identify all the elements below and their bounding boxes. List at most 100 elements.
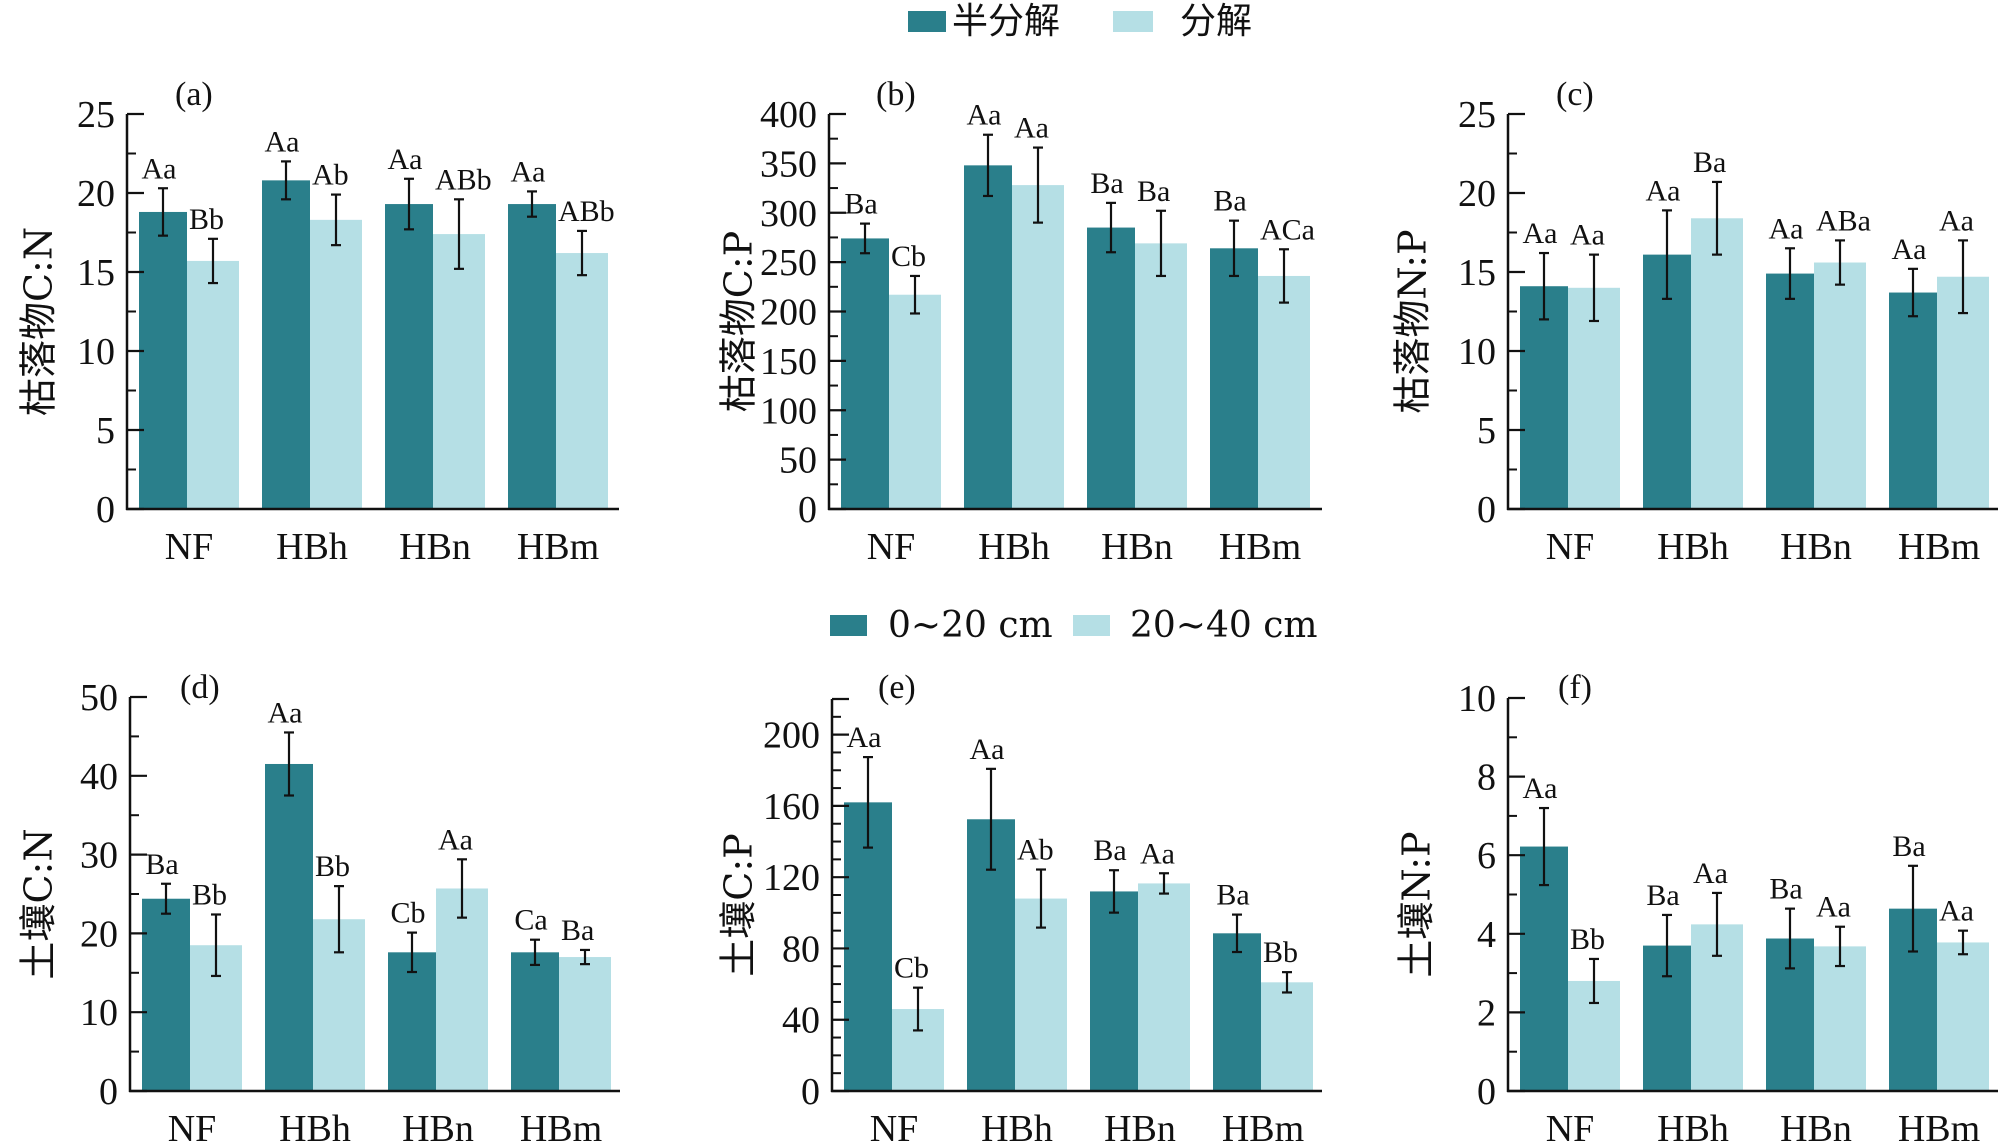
bar-分解-HBh (310, 219, 362, 510)
significance-label: Ab (1017, 834, 1054, 867)
y-tick-label: 5 (96, 410, 115, 452)
significance-label: Ba (145, 848, 178, 881)
bar-半分解-NF (841, 238, 889, 510)
legend-swatch-semi-decomposed (908, 11, 946, 32)
panel-label: (e) (878, 669, 916, 706)
y-tick-label: 20 (80, 913, 118, 955)
y-tick-label: 200 (760, 292, 817, 334)
legend-label-decomposed: 分解 (1180, 1, 1252, 42)
bar-分解-HBm (556, 253, 608, 509)
y-tick-label: 400 (760, 94, 817, 136)
y-tick-label: 10 (77, 331, 115, 373)
significance-label: ACa (1260, 213, 1315, 246)
significance-label: Aa (1523, 217, 1558, 250)
significance-label: Ab (312, 159, 349, 192)
significance-label: Bb (315, 850, 350, 883)
significance-label: Ca (514, 904, 547, 937)
bar-半分解-HBm (1889, 292, 1937, 509)
significance-label: Bb (1570, 923, 1605, 956)
y-tick-label: 25 (1458, 94, 1496, 136)
y-tick-label: 20 (77, 173, 115, 215)
significance-label: ABa (1816, 204, 1871, 237)
significance-label: Ba (1213, 185, 1246, 218)
panel-label: (f) (1558, 669, 1592, 706)
significance-label: Ba (1646, 879, 1679, 912)
y-tick-label: 50 (779, 440, 817, 482)
x-tick-label: HBh (1657, 526, 1729, 568)
bar-20~40 cm-HBn (1814, 946, 1866, 1091)
significance-label: Ba (1892, 830, 1925, 863)
significance-label: Aa (847, 721, 882, 754)
significance-label: Ba (1216, 879, 1249, 912)
bar-0~20 cm-HBn (388, 952, 436, 1091)
y-tick-label: 350 (760, 143, 817, 185)
legend-swatch-20-40cm (1073, 615, 1110, 636)
bar-半分解-HBh (964, 165, 1012, 509)
legend-soil-depth: 0~20 cm 20~40 cm (830, 605, 1318, 646)
y-tick-label: 20 (1458, 173, 1496, 215)
bar-20~40 cm-HBm (1261, 982, 1313, 1091)
chart-panel-d: (d) 土壤C:N Ba Aa Cb Ca Bb Bb Aa Ba 0 10 20 30 40 50 NF HBh… (17, 669, 620, 1143)
bar-半分解-HBm (508, 204, 556, 509)
y-tick-label: 6 (1477, 835, 1496, 877)
y-tick-label: 0 (801, 1071, 820, 1113)
panel-label: (d) (180, 669, 220, 706)
legend-label-0-20cm: 0~20 cm (888, 605, 1053, 646)
bar-半分解-HBn (1766, 273, 1814, 509)
y-tick-label: 80 (782, 928, 820, 970)
significance-label: Cb (894, 952, 929, 985)
y-tick-label: 8 (1477, 757, 1496, 799)
x-tick-label: HBm (1222, 1108, 1304, 1143)
significance-label: Aa (388, 143, 423, 176)
x-tick-label: HBh (981, 1108, 1053, 1143)
x-tick-label: HBh (978, 526, 1050, 568)
bar-0~20 cm-HBh (265, 763, 313, 1091)
y-tick-label: 200 (763, 715, 820, 757)
significance-label: Bb (189, 203, 224, 236)
bar-0~20 cm-NF (844, 802, 892, 1091)
significance-label: Aa (265, 125, 300, 158)
significance-label: Cb (891, 240, 926, 273)
bar-分解-NF (1568, 287, 1620, 509)
y-axis-label: 土壤C:P (717, 833, 761, 976)
x-tick-label: HBm (1219, 526, 1301, 568)
y-tick-label: 4 (1477, 914, 1496, 956)
y-tick-label: 250 (760, 242, 817, 284)
significance-label: Aa (1892, 233, 1927, 266)
bar-半分解-HBh (262, 180, 310, 510)
bar-分解-HBh (1012, 185, 1064, 509)
bar-0~20 cm-NF (1520, 846, 1568, 1091)
bar-0~20 cm-HBm (1213, 933, 1261, 1091)
y-axis-label: 枯落物N:P (1391, 229, 1435, 413)
significance-label: Aa (1939, 204, 1974, 237)
x-tick-label: HBm (1898, 526, 1980, 568)
significance-label: Aa (970, 733, 1005, 766)
x-tick-label: HBh (276, 526, 348, 568)
bar-半分解-HBn (1087, 227, 1135, 509)
y-tick-label: 5 (1477, 410, 1496, 452)
x-tick-label: HBn (399, 526, 471, 568)
significance-label: Aa (511, 155, 546, 188)
y-tick-label: 15 (1458, 252, 1496, 294)
y-tick-label: 150 (760, 341, 817, 383)
panel-label: (b) (876, 76, 916, 113)
significance-label: Cb (390, 897, 425, 930)
significance-label: Aa (1140, 837, 1175, 870)
x-tick-label: NF (1546, 526, 1595, 568)
x-tick-label: NF (867, 526, 916, 568)
significance-label: Aa (1570, 219, 1605, 252)
bar-分解-NF (889, 294, 941, 509)
significance-label: Aa (142, 152, 177, 185)
significance-label: Ba (1769, 873, 1802, 906)
y-tick-label: 15 (77, 252, 115, 294)
x-tick-label: HBn (1780, 1108, 1852, 1143)
x-tick-label: HBn (1104, 1108, 1176, 1143)
x-tick-label: HBm (520, 1108, 602, 1143)
significance-label: Aa (1769, 212, 1804, 245)
chart-panel-c: (c) 枯落物N:P Aa Aa Aa Aa Aa Ba ABa Aa 0 5 10 15 20 25 NF HB… (1391, 76, 1998, 568)
significance-label: Bb (1263, 936, 1298, 969)
significance-label: ABb (558, 195, 615, 228)
bar-分解-HBm (1937, 276, 1989, 509)
chart-panel-f: (f) 土壤N:P Aa Ba Ba Ba Bb Aa Aa Aa 0 2 4 6 8 10 NF HBh HBn H… (1395, 669, 1998, 1143)
